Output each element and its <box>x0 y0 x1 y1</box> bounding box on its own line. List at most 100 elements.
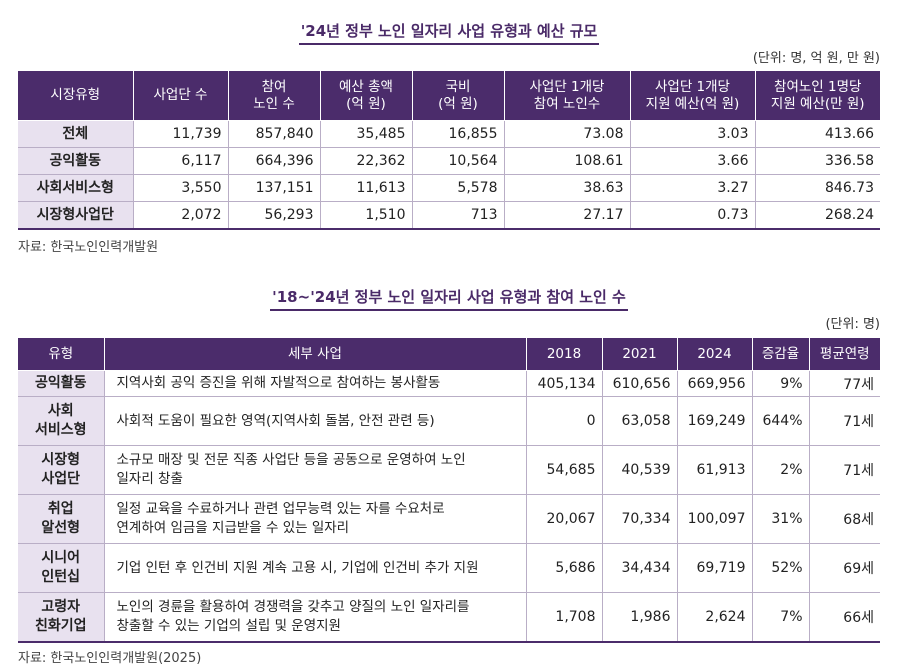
column-header: 2018 <box>525 337 603 371</box>
value-cell: 11,613 <box>319 174 413 202</box>
table2-source: 자료: 한국노인인력개발원(2025) <box>18 651 202 666</box>
column-header: 사업단 수 <box>132 70 229 121</box>
value-cell: 664,396 <box>227 147 321 175</box>
budget-table: 시장유형 사업단 수 참여 노인 수 예산 총액 (억 원) 국비 (억 원) 사업단 1개당 참… <box>18 70 880 230</box>
value-cell: 9% <box>751 370 810 397</box>
table-row: 시니어 인턴십 기업 인턴 후 인건비 지원 계속 고용 시, 기업에 인건비 추가… <box>18 543 880 593</box>
description-cell: 일정 교육을 수료하거나 관련 업무능력 있는 자를 수요처로 연계하여 임금을 … <box>103 494 527 544</box>
description-cell: 소규모 매장 및 전문 직종 사업단 등을 공동으로 운영하여 노인 일자리 창출 <box>103 445 527 495</box>
value-cell: 34,434 <box>601 543 678 593</box>
table1-source: 자료: 한국노인인력개발원 <box>18 240 159 255</box>
value-cell: 3.27 <box>629 174 756 202</box>
row-label: 시장형사업단 <box>18 201 134 230</box>
value-cell: 16,855 <box>411 120 505 148</box>
value-cell: 71세 <box>808 396 880 446</box>
row-label: 사회서비스형 <box>18 174 134 202</box>
table2-title: '18~'24년 정부 노인 일자리 사업 유형과 참여 노인 수 <box>0 286 898 311</box>
column-header: 참여 노인 수 <box>227 70 321 121</box>
value-cell: 20,067 <box>525 494 603 544</box>
column-header: 사업단 1개당 참여 노인수 <box>503 70 631 121</box>
column-header: 시장유형 <box>18 70 134 121</box>
table-row: 전체 11,739 857,840 35,485 16,855 73.08 3.03 413.… <box>18 120 880 148</box>
value-cell: 10,564 <box>411 147 505 175</box>
column-header: 국비 (억 원) <box>411 70 505 121</box>
row-label: 고령자 친화기업 <box>18 592 105 643</box>
value-cell: 137,151 <box>227 174 321 202</box>
value-cell: 56,293 <box>227 201 321 230</box>
value-cell: 61,913 <box>676 445 753 495</box>
value-cell: 1,708 <box>525 592 603 643</box>
table-row: 시장형 사업단 소규모 매장 및 전문 직종 사업단 등을 공동으로 운영하여 노인… <box>18 445 880 495</box>
table-row: 사회서비스형 3,550 137,151 11,613 5,578 38.63 3.27 84… <box>18 174 880 202</box>
value-cell: 413.66 <box>754 120 880 148</box>
column-header: 유형 <box>18 337 105 371</box>
value-cell: 857,840 <box>227 120 321 148</box>
table-row: 공익활동 6,117 664,396 22,362 10,564 108.61 3.66 33… <box>18 147 880 175</box>
value-cell: 68세 <box>808 494 880 544</box>
value-cell: 1,510 <box>319 201 413 230</box>
value-cell: 52% <box>751 543 810 593</box>
value-cell: 31% <box>751 494 810 544</box>
description-cell: 사회적 도움이 필요한 영역(지역사회 돌봄, 안전 관련 등) <box>103 396 527 446</box>
value-cell: 7% <box>751 592 810 643</box>
value-cell: 3.03 <box>629 120 756 148</box>
value-cell: 5,686 <box>525 543 603 593</box>
value-cell: 0 <box>525 396 603 446</box>
value-cell: 69,719 <box>676 543 753 593</box>
value-cell: 0.73 <box>629 201 756 230</box>
value-cell: 63,058 <box>601 396 678 446</box>
table-header-row: 시장유형 사업단 수 참여 노인 수 예산 총액 (억 원) 국비 (억 원) 사업단 1개당 참… <box>18 70 880 121</box>
value-cell: 405,134 <box>525 370 603 397</box>
value-cell: 73.08 <box>503 120 631 148</box>
value-cell: 268.24 <box>754 201 880 230</box>
column-header: 2024 <box>676 337 753 371</box>
value-cell: 2,072 <box>132 201 229 230</box>
column-header: 사업단 1개당 지원 예산(억 원) <box>629 70 756 121</box>
column-header: 평균연령 <box>808 337 880 371</box>
value-cell: 69세 <box>808 543 880 593</box>
value-cell: 713 <box>411 201 505 230</box>
value-cell: 11,739 <box>132 120 229 148</box>
row-label: 시니어 인턴십 <box>18 543 105 593</box>
table-row: 사회 서비스형 사회적 도움이 필요한 영역(지역사회 돌봄, 안전 관련 등) 0 6… <box>18 396 880 446</box>
value-cell: 2,624 <box>676 592 753 643</box>
column-header: 2021 <box>601 337 678 371</box>
description-cell: 기업 인턴 후 인건비 지원 계속 고용 시, 기업에 인건비 추가 지원 <box>103 543 527 593</box>
value-cell: 2% <box>751 445 810 495</box>
value-cell: 71세 <box>808 445 880 495</box>
value-cell: 77세 <box>808 370 880 397</box>
value-cell: 108.61 <box>503 147 631 175</box>
value-cell: 169,249 <box>676 396 753 446</box>
value-cell: 846.73 <box>754 174 880 202</box>
table-row: 취업 알선형 일정 교육을 수료하거나 관련 업무능력 있는 자를 수요처로 연계하여… <box>18 494 880 544</box>
value-cell: 1,986 <box>601 592 678 643</box>
value-cell: 66세 <box>808 592 880 643</box>
value-cell: 336.58 <box>754 147 880 175</box>
value-cell: 5,578 <box>411 174 505 202</box>
table1-unit: (단위: 명, 억 원, 만 원) <box>752 51 880 66</box>
column-header: 증감율 <box>751 337 810 371</box>
table-header-row: 유형 세부 사업 2018 2021 2024 증감율 평균연령 <box>18 337 880 371</box>
column-header: 참여노인 1명당 지원 예산(만 원) <box>754 70 880 121</box>
value-cell: 70,334 <box>601 494 678 544</box>
row-label: 취업 알선형 <box>18 494 105 544</box>
value-cell: 610,656 <box>601 370 678 397</box>
table-row: 고령자 친화기업 노인의 경륜을 활용하여 경쟁력을 갖추고 양질의 노인 일자리를… <box>18 592 880 643</box>
value-cell: 6,117 <box>132 147 229 175</box>
value-cell: 35,485 <box>319 120 413 148</box>
participants-table: 유형 세부 사업 2018 2021 2024 증감율 평균연령 공익활동 지역사회 공익 증… <box>18 337 880 643</box>
description-cell: 지역사회 공익 증진을 위해 자발적으로 참여하는 봉사활동 <box>103 370 527 397</box>
description-cell: 노인의 경륜을 활용하여 경쟁력을 갖추고 양질의 노인 일자리를 창출할 수 있… <box>103 592 527 643</box>
value-cell: 40,539 <box>601 445 678 495</box>
value-cell: 22,362 <box>319 147 413 175</box>
value-cell: 27.17 <box>503 201 631 230</box>
value-cell: 3.66 <box>629 147 756 175</box>
row-label: 전체 <box>18 120 134 148</box>
value-cell: 669,956 <box>676 370 753 397</box>
value-cell: 54,685 <box>525 445 603 495</box>
column-header: 세부 사업 <box>103 337 527 371</box>
table-row: 시장형사업단 2,072 56,293 1,510 713 27.17 0.73 268.24 <box>18 201 880 230</box>
table1-title: '24년 정부 노인 일자리 사업 유형과 예산 규모 <box>0 20 898 45</box>
